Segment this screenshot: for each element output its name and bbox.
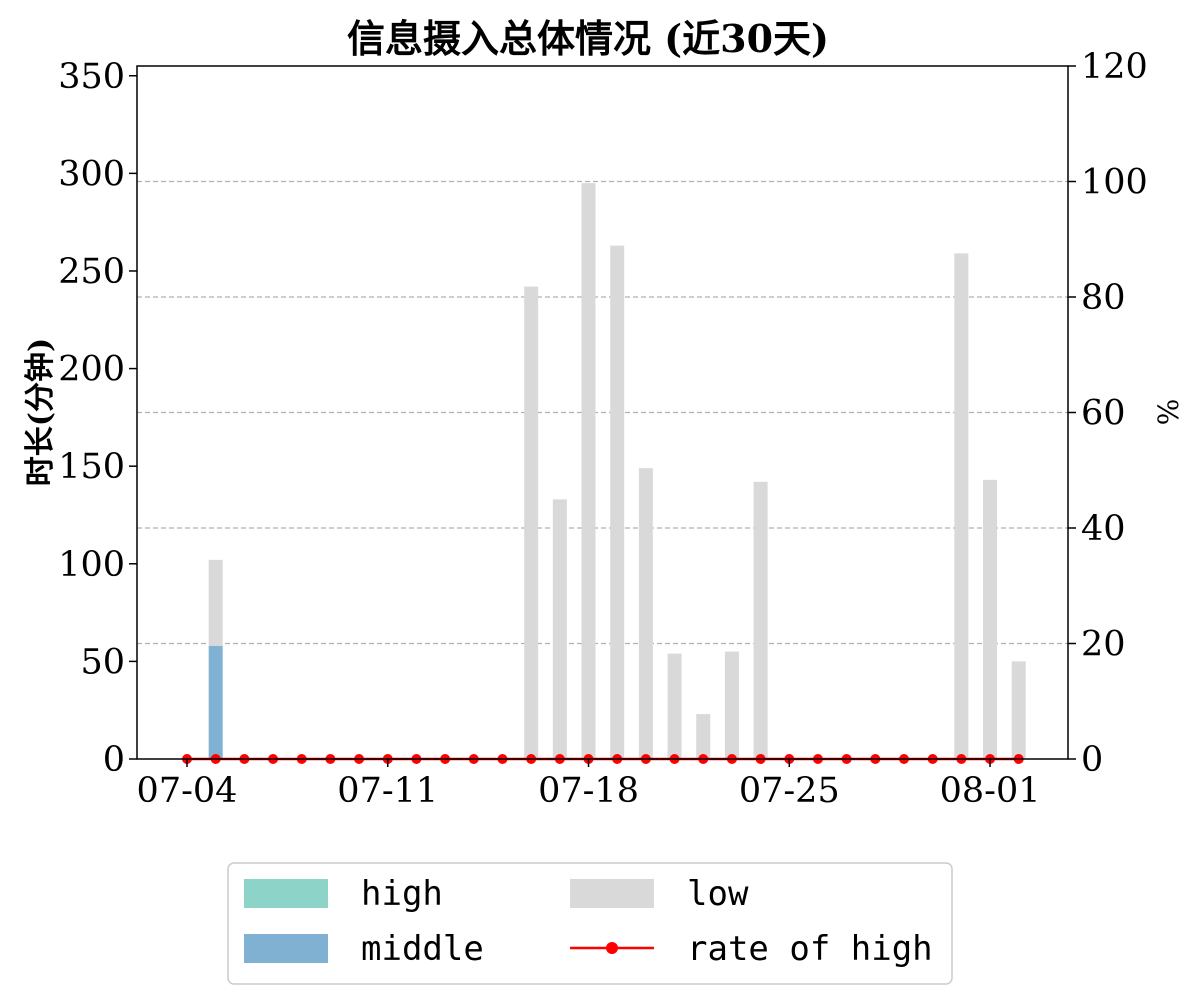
bar-low [1011,661,1026,759]
x-tick-label: 07-25 [739,771,840,811]
legend-label: rate of high [687,929,933,969]
chart-title: 信息摄入总体情况 (近30天) [347,16,829,61]
bar-low [724,651,739,759]
bar-low [753,481,768,759]
right-tick-label: 40 [1081,509,1126,549]
left-axis: 0 50 100 150 200 250 300 350 [58,57,137,780]
left-tick-label: 350 [58,57,125,97]
bar-low [524,286,539,759]
bar-low [983,479,998,759]
legend-label: middle [361,929,484,969]
x-tick-label: 08-01 [940,771,1041,811]
bar-low [610,245,625,759]
right-tick-label: 20 [1081,625,1126,665]
grid [137,180,1068,645]
right-axis: 0 20 40 60 80 100 120 [1068,47,1148,780]
bar-low [667,653,682,759]
right-tick-label: 100 [1081,163,1148,203]
bar-low [954,253,969,759]
x-tick-label: 07-18 [538,771,639,811]
bar-low [208,559,223,646]
left-tick-label: 250 [58,252,125,292]
legend: high low middle rate of high [227,862,953,985]
bar-low [581,183,596,759]
bar-low [552,499,567,759]
legend-swatch-low [570,879,654,908]
y-axis-label: 时长(分钟) [23,338,58,486]
x-tick-label: 07-11 [337,771,438,811]
right-tick-label: 0 [1081,740,1103,780]
legend-swatch-marker [606,942,618,954]
left-tick-label: 150 [58,447,125,487]
right-tick-label: 120 [1081,47,1148,87]
y2-axis-label: % [1152,399,1185,426]
legend-swatch-high [244,879,328,908]
bar-middle [208,645,223,759]
bar-low [696,714,711,759]
bars [208,183,1026,759]
left-tick-label: 50 [80,642,125,682]
legend-swatch-middle [244,934,328,963]
left-tick-label: 300 [58,154,125,194]
legend-box [227,862,953,985]
legend-label: high [361,874,443,914]
left-tick-label: 100 [58,545,125,585]
right-tick-label: 80 [1081,278,1126,318]
bar-low [638,468,653,759]
x-axis: 07-04 07-11 07-18 07-25 08-01 [137,759,1041,811]
x-tick-label: 07-04 [137,771,238,811]
legend-label: low [687,874,749,914]
left-tick-label: 0 [103,740,125,780]
right-tick-label: 60 [1081,394,1126,434]
left-tick-label: 200 [58,350,125,390]
